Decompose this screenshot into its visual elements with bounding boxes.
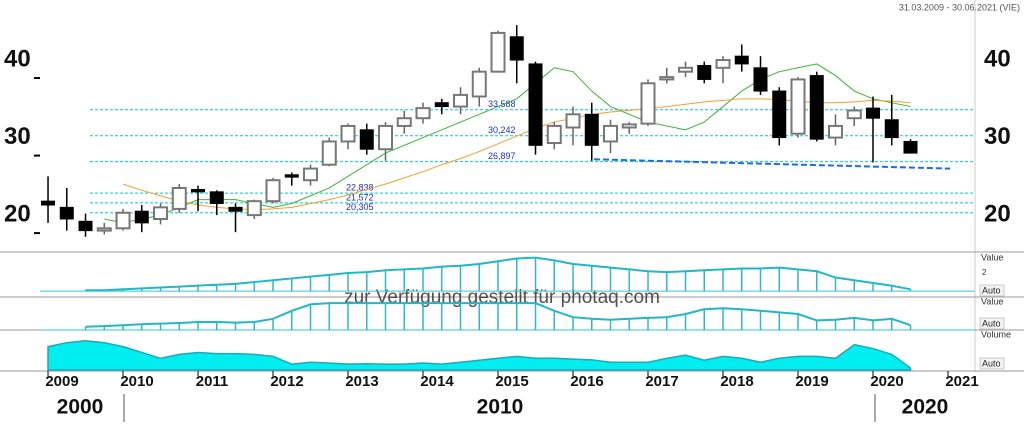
candle-body <box>134 210 149 224</box>
level-label: 33,588 <box>488 99 516 109</box>
y-tick-label: 20 <box>4 200 31 227</box>
candle-body <box>809 75 824 140</box>
candle-body <box>78 220 93 232</box>
candle-body <box>434 102 449 108</box>
candle-body <box>884 119 899 139</box>
candle-body <box>265 179 281 203</box>
moving-average <box>104 63 911 224</box>
panel-label: Value <box>981 252 1003 262</box>
x-tick-label: 2021 <box>945 373 978 390</box>
x-tick-label: 2019 <box>795 373 828 390</box>
volume-area <box>47 339 912 371</box>
auto-button <box>979 357 1005 370</box>
auto-label: Auto <box>982 358 1001 368</box>
level-label: 26,897 <box>488 151 516 161</box>
y-tick-label: 30 <box>984 123 1011 150</box>
candle-body <box>115 211 131 230</box>
date-range: 31.03.2009 - 30.06.2021 (VIE) <box>899 2 1020 12</box>
candle-body <box>528 63 543 146</box>
watermark: zur Verfügung gestellt für photaq.com <box>344 287 660 308</box>
decade-label: 2000 <box>57 396 104 419</box>
panel-label: Value <box>981 296 1003 306</box>
candle-body <box>490 31 506 73</box>
candle-body <box>659 76 675 81</box>
candle-body <box>734 55 749 65</box>
x-tick-label: 2020 <box>870 373 903 390</box>
candle-body <box>284 174 299 178</box>
x-tick-label: 2009 <box>45 373 78 390</box>
indicator-line <box>85 256 911 292</box>
level-label: 30,242 <box>488 125 516 135</box>
candle-body <box>153 206 169 220</box>
candle-body <box>697 64 712 80</box>
candle-body <box>378 124 394 151</box>
level-label: 21,572 <box>346 192 374 202</box>
auto-label: Auto <box>982 285 1001 295</box>
x-tick-label: 2011 <box>196 373 229 390</box>
x-tick-label: 2017 <box>645 373 678 390</box>
candle-body <box>471 70 487 98</box>
candle-body <box>340 124 356 143</box>
x-tick-label: 2010 <box>120 373 153 390</box>
candle-body <box>415 107 431 120</box>
candle-body <box>209 191 224 204</box>
x-tick-label: 2014 <box>420 373 454 390</box>
candle-body <box>96 227 112 232</box>
x-tick-label: 2018 <box>720 373 753 390</box>
candle-body <box>715 59 731 69</box>
y-tick-label: 40 <box>4 45 31 72</box>
panel-label: Volume <box>981 329 1011 339</box>
y-tick-label: 30 <box>4 123 31 150</box>
x-tick-label: 2013 <box>345 373 378 390</box>
candle-body <box>303 167 319 182</box>
candle-body <box>621 123 637 129</box>
candle-body <box>41 200 56 206</box>
candle-body <box>246 200 262 217</box>
candle-body <box>846 109 862 120</box>
x-tick-label: 2015 <box>495 373 528 390</box>
trendline <box>593 158 951 170</box>
candle-body <box>565 113 581 129</box>
candle-body <box>396 117 412 127</box>
candle-body <box>678 66 694 73</box>
candle-body <box>191 189 206 193</box>
level-label: 22,838 <box>346 182 374 192</box>
candle-body <box>790 78 806 135</box>
candle-body <box>903 140 918 154</box>
decade-label: 2020 <box>902 396 949 419</box>
y-tick-label: 20 <box>984 200 1011 227</box>
candle-body <box>603 124 619 143</box>
auto-label: Auto <box>982 318 1001 328</box>
candle-body <box>640 82 656 125</box>
x-tick-label: 2012 <box>270 373 303 390</box>
candle-body <box>321 140 337 166</box>
panel-tick-label: 2 <box>982 268 987 277</box>
x-tick-label: 2016 <box>570 373 603 390</box>
candle-body <box>866 107 881 119</box>
decade-label: 2010 <box>477 396 524 419</box>
candle-body <box>59 206 74 220</box>
level-label: 20,305 <box>346 202 374 212</box>
candle-body <box>828 124 844 139</box>
indicator-line <box>85 302 911 328</box>
auto-button <box>979 317 1005 330</box>
y-tick-label: 40 <box>984 45 1011 72</box>
candle-body <box>772 90 787 139</box>
candle-body <box>753 67 768 92</box>
candle-body <box>228 206 243 212</box>
candle-body <box>584 113 599 146</box>
candle-body <box>453 93 469 108</box>
candle-body <box>359 129 374 150</box>
candle-body <box>509 36 524 61</box>
candle-body <box>546 124 562 145</box>
candle-body <box>171 186 187 210</box>
auto-button <box>979 284 1005 297</box>
